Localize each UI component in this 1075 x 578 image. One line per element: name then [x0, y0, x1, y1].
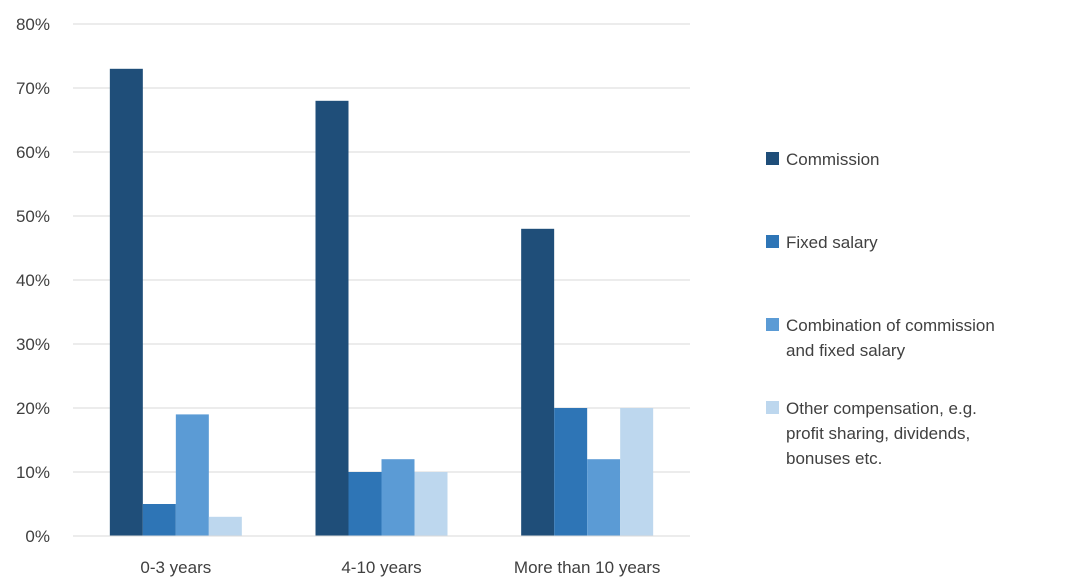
x-axis-category-labels: 0-3 years 4-10 years More than 10 years [140, 558, 660, 577]
bar [620, 408, 654, 536]
bars [109, 68, 654, 537]
y-tick-label: 60% [16, 143, 50, 162]
bar [175, 414, 209, 536]
x-category-label: 4-10 years [341, 558, 421, 577]
legend-label: profit sharing, dividends, [786, 424, 970, 443]
legend: Commission Fixed salary Combination of com… [766, 150, 995, 468]
legend-item: Other compensation, e.g. profit sharing, … [766, 399, 977, 468]
legend-swatch [766, 152, 779, 165]
y-tick-label: 20% [16, 399, 50, 418]
bar [109, 68, 143, 537]
bar [381, 459, 415, 536]
y-tick-label: 10% [16, 463, 50, 482]
gridlines [73, 23, 690, 473]
y-axis-tick-labels: 0% 10% 20% 30% 40% 50% 60% 70% 80% [16, 15, 50, 546]
legend-label: Other compensation, e.g. [786, 399, 977, 418]
legend-label: and fixed salary [786, 341, 906, 360]
legend-swatch [766, 401, 779, 414]
bar [142, 504, 176, 536]
legend-item: Commission [766, 150, 880, 169]
legend-label: Fixed salary [786, 233, 878, 252]
bar [521, 228, 555, 537]
legend-label: Commission [786, 150, 880, 169]
legend-label: Combination of commission [786, 316, 995, 335]
legend-label: bonuses etc. [786, 449, 882, 468]
bar [414, 472, 448, 536]
bar [208, 516, 242, 536]
x-category-label: More than 10 years [514, 558, 660, 577]
bar [348, 472, 382, 536]
legend-swatch [766, 235, 779, 248]
legend-item: Fixed salary [766, 233, 878, 252]
y-tick-label: 50% [16, 207, 50, 226]
y-tick-label: 80% [16, 15, 50, 34]
bar [315, 100, 349, 537]
bar [587, 459, 621, 536]
y-tick-label: 30% [16, 335, 50, 354]
bar [554, 408, 588, 536]
legend-swatch [766, 318, 779, 331]
y-tick-label: 0% [25, 527, 50, 546]
y-tick-label: 70% [16, 79, 50, 98]
x-category-label: 0-3 years [140, 558, 211, 577]
y-tick-label: 40% [16, 271, 50, 290]
legend-item: Combination of commission and fixed salar… [766, 316, 995, 360]
